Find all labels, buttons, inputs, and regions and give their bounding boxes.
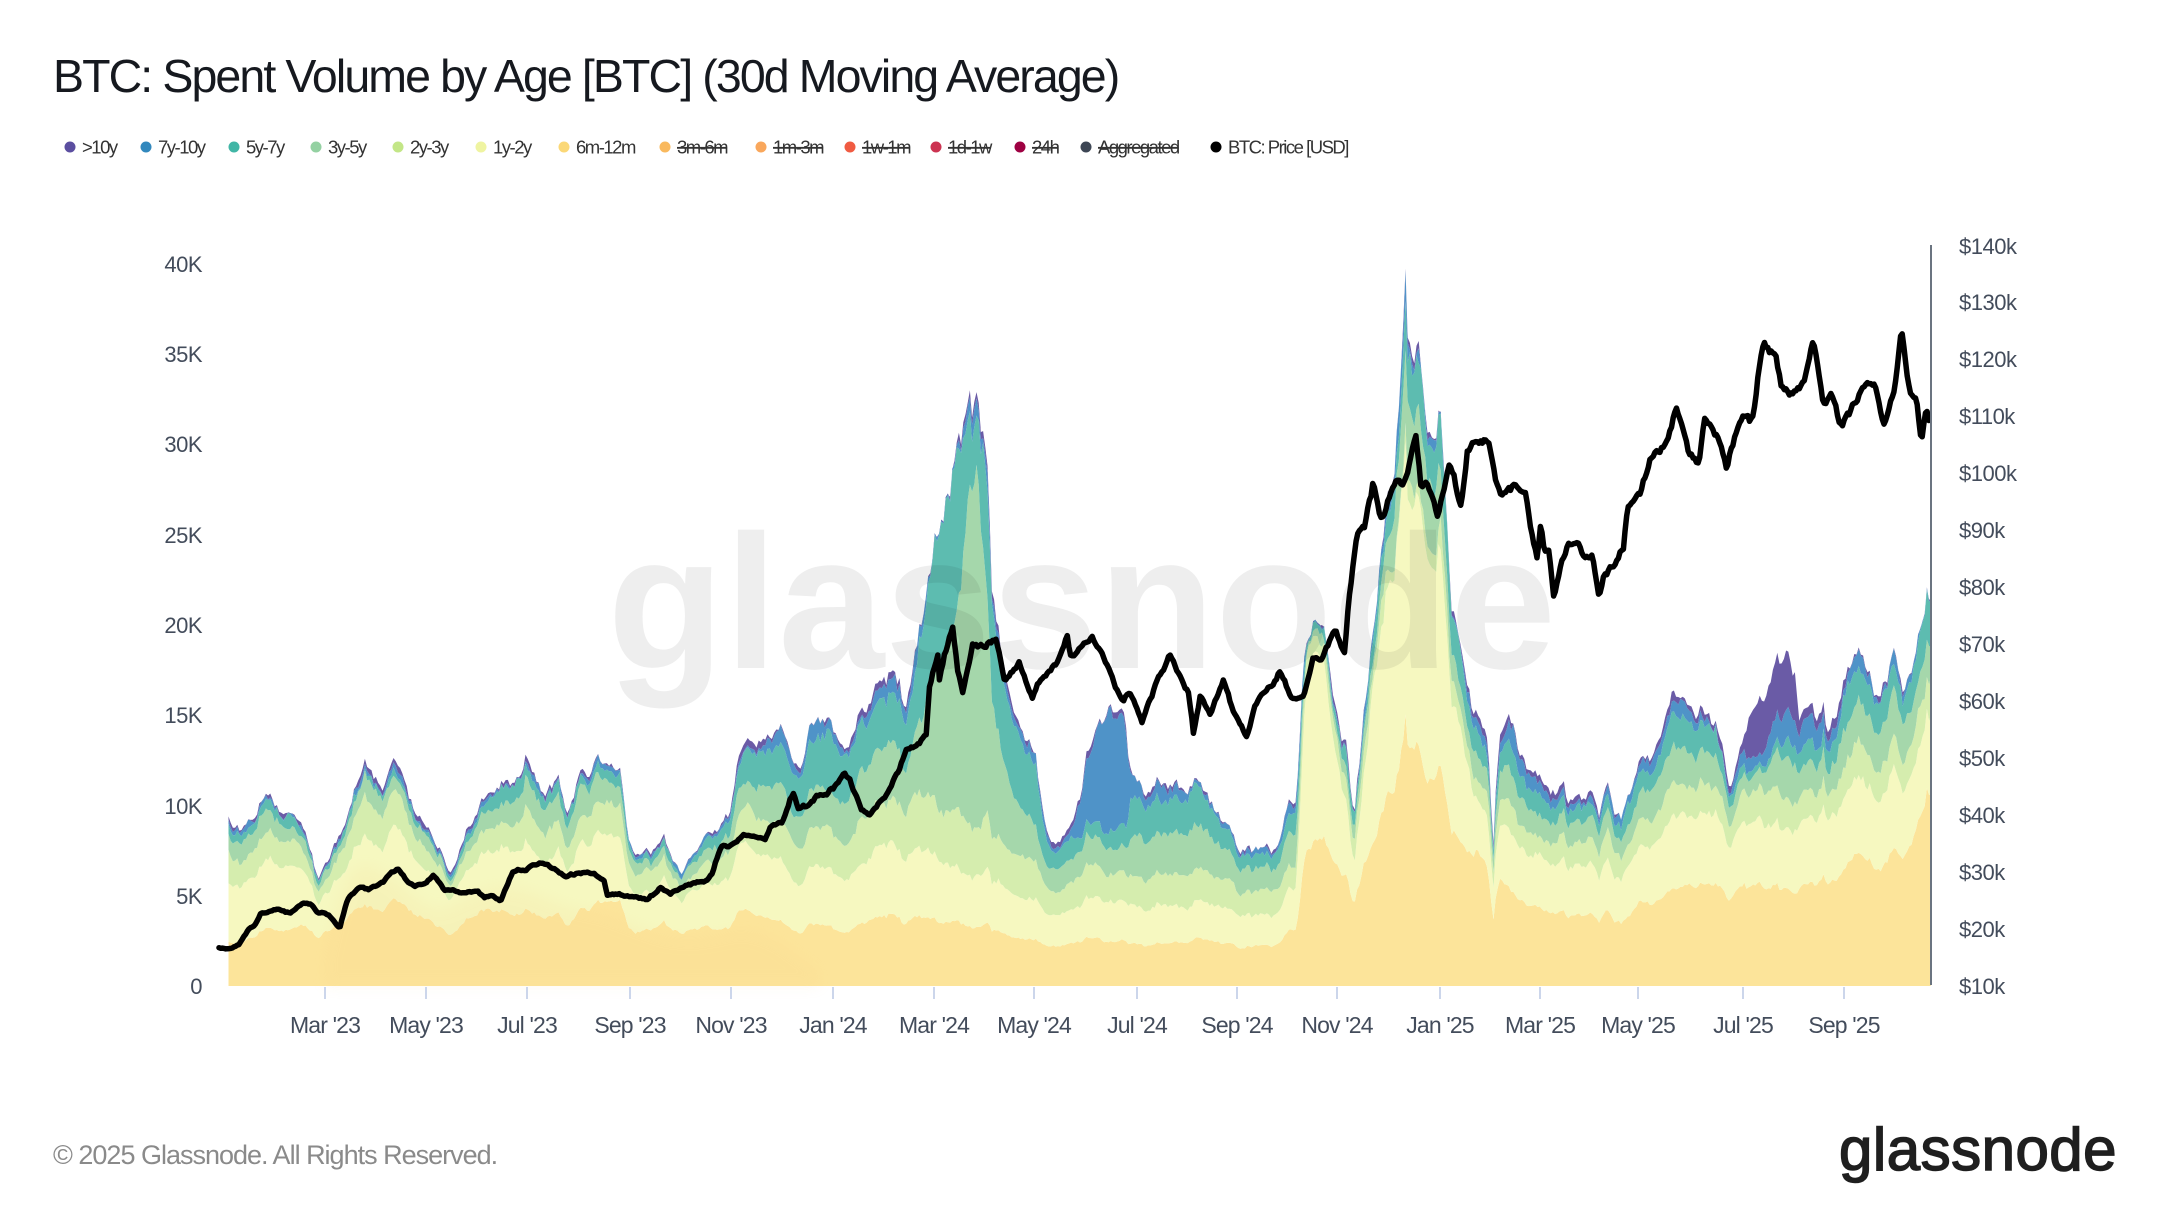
- svg-text:Nov '24: Nov '24: [1301, 1012, 1373, 1038]
- svg-text:Aggregated: Aggregated: [1098, 137, 1180, 158]
- svg-text:Jul '23: Jul '23: [497, 1012, 557, 1038]
- svg-text:$40k: $40k: [1959, 803, 2006, 828]
- svg-text:1m-3m: 1m-3m: [773, 137, 824, 158]
- svg-text:0: 0: [190, 974, 202, 999]
- svg-text:glassnode: glassnode: [607, 496, 1556, 709]
- svg-text:Jan '24: Jan '24: [799, 1012, 868, 1038]
- svg-text:$70k: $70k: [1959, 632, 2006, 657]
- svg-text:May '23: May '23: [389, 1012, 463, 1038]
- svg-text:20K: 20K: [164, 613, 202, 638]
- svg-text:30K: 30K: [164, 432, 202, 457]
- svg-text:35K: 35K: [164, 342, 202, 367]
- svg-text:Mar '23: Mar '23: [290, 1012, 360, 1038]
- svg-text:6m-12m: 6m-12m: [576, 137, 636, 158]
- svg-text:5y-7y: 5y-7y: [246, 137, 286, 158]
- svg-text:$80k: $80k: [1959, 575, 2006, 600]
- svg-text:40K: 40K: [164, 252, 202, 277]
- svg-text:$120k: $120k: [1959, 347, 2018, 372]
- svg-text:Jan '25: Jan '25: [1406, 1012, 1474, 1038]
- svg-text:$30k: $30k: [1959, 860, 2006, 885]
- svg-text:Nov '23: Nov '23: [695, 1012, 766, 1038]
- svg-text:24h: 24h: [1032, 137, 1060, 158]
- svg-text:Mar '24: Mar '24: [899, 1012, 970, 1038]
- svg-text:3m-6m: 3m-6m: [677, 137, 728, 158]
- svg-text:$10k: $10k: [1959, 974, 2006, 999]
- svg-text:1y-2y: 1y-2y: [493, 137, 533, 158]
- svg-text:May '25: May '25: [1601, 1012, 1675, 1038]
- svg-text:$130k: $130k: [1959, 290, 2018, 315]
- svg-text:Mar '25: Mar '25: [1505, 1012, 1575, 1038]
- svg-text:1d-1w: 1d-1w: [948, 137, 993, 158]
- svg-text:15K: 15K: [164, 703, 202, 728]
- svg-text:5K: 5K: [176, 884, 203, 909]
- svg-text:$110k: $110k: [1959, 404, 2016, 429]
- svg-text:May '24: May '24: [997, 1012, 1072, 1038]
- svg-text:$60k: $60k: [1959, 689, 2006, 714]
- svg-text:25K: 25K: [164, 523, 202, 548]
- svg-text:2y-3y: 2y-3y: [410, 137, 450, 158]
- svg-text:Jul '25: Jul '25: [1713, 1012, 1773, 1038]
- svg-text:10K: 10K: [164, 794, 202, 819]
- svg-text:Jul '24: Jul '24: [1107, 1012, 1168, 1038]
- svg-text:BTC: Price [USD]: BTC: Price [USD]: [1228, 137, 1348, 158]
- svg-text:$140k: $140k: [1959, 234, 2018, 259]
- svg-text:>10y: >10y: [82, 137, 119, 158]
- svg-text:Sep '23: Sep '23: [594, 1012, 665, 1038]
- svg-text:3y-5y: 3y-5y: [328, 137, 368, 158]
- svg-text:Sep '24: Sep '24: [1201, 1012, 1273, 1038]
- svg-text:Sep '25: Sep '25: [1808, 1012, 1879, 1038]
- svg-text:1w-1m: 1w-1m: [862, 137, 911, 158]
- svg-text:7y-10y: 7y-10y: [158, 137, 207, 158]
- svg-text:$50k: $50k: [1959, 746, 2006, 771]
- svg-text:$20k: $20k: [1959, 917, 2006, 942]
- svg-text:$90k: $90k: [1959, 518, 2006, 543]
- svg-text:$100k: $100k: [1959, 461, 2018, 486]
